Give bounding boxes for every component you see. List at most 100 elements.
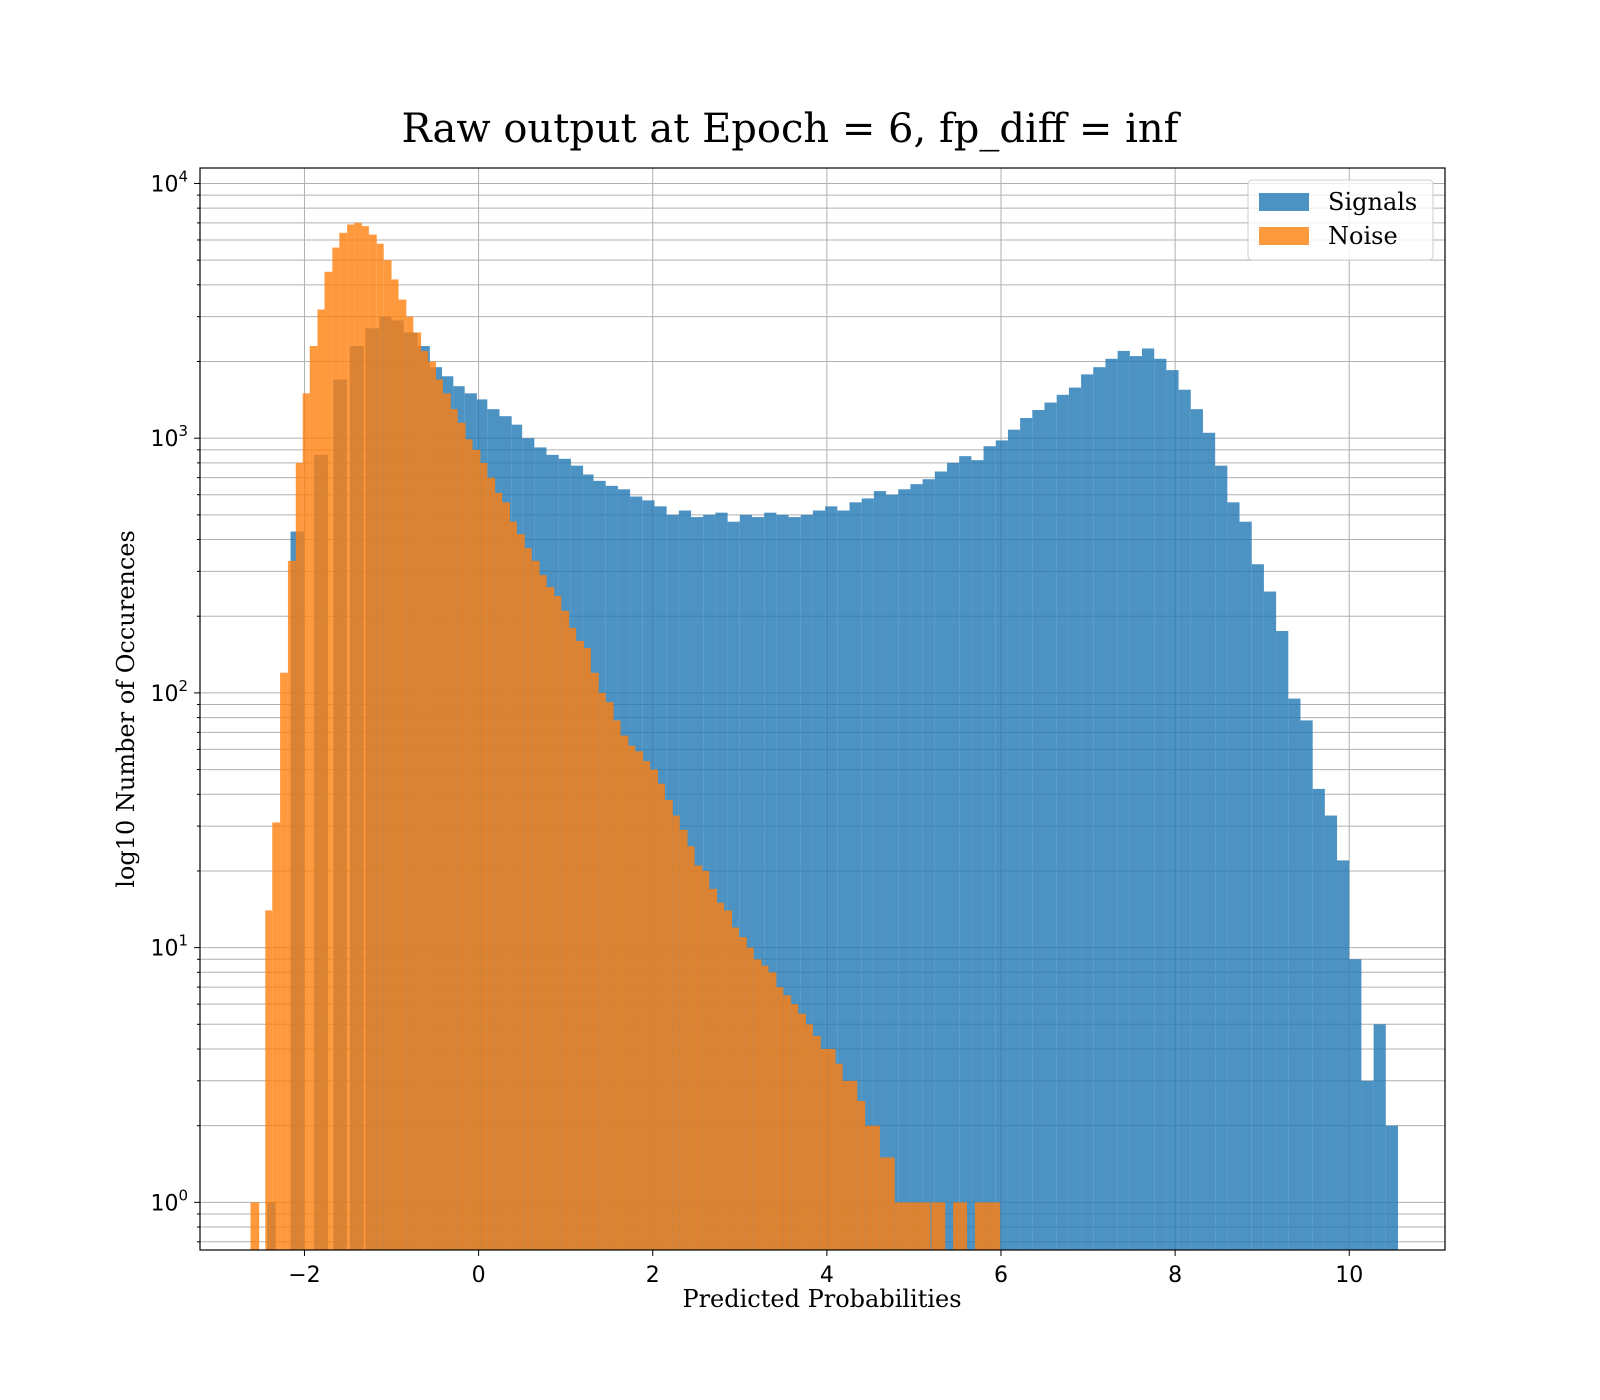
noise-bar	[635, 751, 644, 1250]
noise-bar	[886, 1157, 895, 1250]
noise-bar	[850, 1080, 858, 1250]
noise-bar	[672, 815, 680, 1250]
signals-bar	[1361, 1080, 1374, 1250]
noise-bar	[332, 247, 340, 1251]
noise-bar	[916, 1202, 931, 1250]
noise-bar	[702, 870, 710, 1250]
noise-bar	[487, 477, 496, 1251]
signals-bar	[1227, 502, 1240, 1250]
noise-bar	[398, 299, 407, 1251]
signals-bar	[1215, 465, 1228, 1250]
noise-bar	[368, 234, 377, 1251]
noise-bar	[753, 959, 762, 1250]
noise-bar	[539, 575, 547, 1250]
noise-bar	[287, 560, 296, 1250]
noise-bar	[598, 692, 606, 1250]
signals-bar	[1032, 410, 1045, 1250]
noise-bar	[524, 548, 532, 1250]
signals-bar	[1044, 402, 1057, 1250]
signals-bar	[1154, 358, 1167, 1250]
signals-bar	[947, 462, 960, 1250]
noise-bar	[280, 672, 288, 1250]
noise-bar	[857, 1100, 866, 1250]
noise-bar	[590, 672, 599, 1250]
x-axis-label: Predicted Probabilities	[682, 1285, 961, 1313]
noise-bar	[354, 222, 362, 1250]
chart-title: Raw output at Epoch = 6, fp_diff = inf	[402, 106, 1182, 152]
signals-bar	[1300, 720, 1313, 1250]
signals-bar	[995, 440, 1008, 1250]
signals-bar	[1324, 815, 1338, 1250]
noise-bar	[717, 902, 725, 1250]
signals-bar	[910, 484, 923, 1251]
signals-bar	[1020, 418, 1033, 1250]
signals-bar	[1373, 1024, 1386, 1250]
legend-label-signals: Signals	[1328, 188, 1417, 216]
noise-bar	[605, 702, 614, 1250]
signals-bar	[1056, 394, 1069, 1250]
y-axis-label: log10 Number of Occurences	[112, 530, 140, 888]
noise-bar	[872, 1125, 880, 1250]
noise-bar	[709, 888, 718, 1250]
signals-bar	[1251, 564, 1264, 1250]
noise-bar	[324, 271, 333, 1251]
noise-bar	[865, 1125, 873, 1250]
noise-bar	[953, 1202, 968, 1250]
noise-bar	[791, 1004, 799, 1250]
noise-bar	[724, 910, 732, 1250]
signals-bar	[1202, 432, 1216, 1250]
noise-bar	[664, 799, 673, 1250]
noise-bar	[309, 346, 318, 1250]
signals-bar	[1178, 389, 1191, 1250]
noise-bar	[798, 1013, 806, 1250]
y-tick-label: 101	[150, 932, 188, 962]
signals-bar	[1385, 1125, 1398, 1250]
x-tick-label: 10	[1335, 1263, 1363, 1288]
y-tick-label: 102	[150, 677, 188, 707]
y-tick-label: 103	[150, 422, 188, 452]
signals-bar	[1190, 409, 1203, 1250]
noise-bar	[561, 610, 570, 1250]
noise-bar	[731, 927, 739, 1250]
noise-bar	[421, 350, 429, 1250]
noise-bar	[428, 361, 436, 1250]
legend-swatch-signals	[1259, 193, 1309, 211]
noise-bar	[694, 865, 703, 1250]
plot-frame	[199, 167, 1446, 1251]
noise-bar	[827, 1048, 836, 1250]
noise-bar	[820, 1048, 828, 1250]
signals-bar	[983, 446, 996, 1250]
noise-bar	[687, 846, 695, 1250]
noise-bar	[502, 502, 510, 1250]
signals-bar	[1239, 521, 1252, 1250]
signals-bar	[1129, 356, 1143, 1250]
signals-bar	[1276, 630, 1289, 1250]
signals-bar	[1081, 374, 1094, 1251]
legend: Signals Noise	[1247, 179, 1434, 261]
signals-bar	[1288, 698, 1301, 1250]
noise-bar	[495, 492, 503, 1250]
noise-bar	[391, 279, 399, 1250]
noise-bar	[465, 439, 473, 1251]
signals-bar	[1142, 348, 1155, 1250]
noise-bar	[295, 462, 303, 1250]
noise-bar	[643, 761, 651, 1250]
x-tick-label: −2	[288, 1263, 320, 1288]
signals-bar	[1105, 358, 1118, 1250]
noise-bar	[812, 1035, 821, 1250]
signals-bar	[1263, 591, 1277, 1250]
noise-bar	[974, 1202, 988, 1250]
signals-bar	[1166, 370, 1179, 1250]
histogram-bars	[250, 222, 1398, 1251]
noise-bar	[413, 332, 422, 1250]
noise-bar	[613, 720, 621, 1250]
signals-bar	[886, 494, 899, 1250]
noise-bar	[657, 783, 665, 1250]
noise-bar	[516, 534, 525, 1250]
signals-bar	[1312, 788, 1325, 1250]
signals-bar	[873, 491, 887, 1251]
noise-bar	[931, 1202, 946, 1250]
noise-bar	[894, 1202, 902, 1250]
noise-bar	[435, 379, 443, 1251]
